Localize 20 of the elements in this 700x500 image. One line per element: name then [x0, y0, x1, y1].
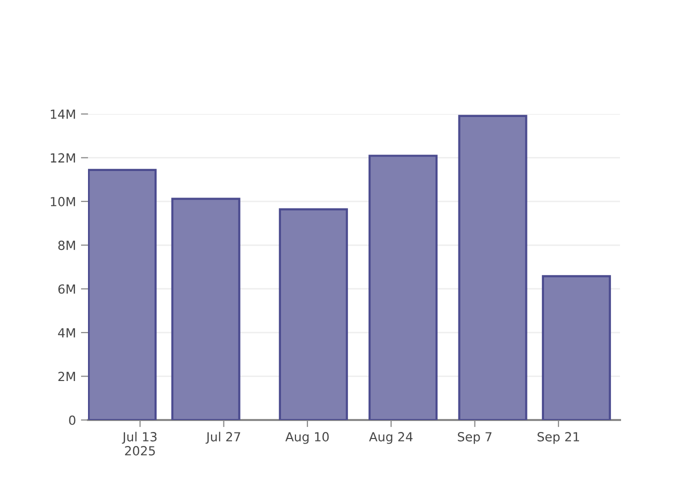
- x-tick-label: Jul 13 2025: [122, 432, 157, 456]
- y-tick-label: 14M: [50, 110, 75, 119]
- y-tick-label: 6M: [58, 284, 75, 294]
- y-tick-label: 0: [69, 415, 76, 425]
- y-tick-label: 12M: [50, 153, 75, 162]
- bar: [542, 275, 611, 420]
- y-tick-label: 4M: [58, 328, 75, 338]
- x-tick-label: Jul 27: [206, 432, 240, 444]
- bar: [278, 208, 348, 420]
- x-tick-label: Aug 24: [369, 432, 413, 444]
- bar: [458, 114, 528, 420]
- bar: [171, 198, 240, 420]
- bar: [368, 154, 438, 420]
- x-tick-label: Aug 10: [285, 432, 329, 444]
- y-tick-label: 10M: [50, 196, 75, 206]
- bar: [88, 168, 157, 420]
- y-tick-label: 2M: [58, 372, 75, 382]
- y-tick-label: 8M: [58, 240, 75, 250]
- x-tick-label: Sep 21: [538, 432, 580, 444]
- x-tick-label: Sep 7: [458, 432, 492, 444]
